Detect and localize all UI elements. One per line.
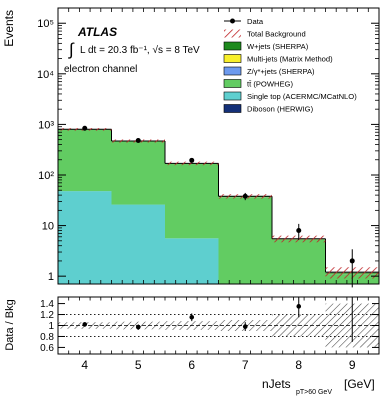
stack-bar-0-0 bbox=[58, 191, 112, 284]
ratio-point-0 bbox=[82, 322, 88, 327]
ratio-y-tick-label-2: 1 bbox=[48, 321, 54, 332]
y-tick-label-2: 10² bbox=[38, 170, 54, 182]
legend-label-4: Z/γ*+jets (SHERPA) bbox=[247, 67, 315, 76]
data-point-1 bbox=[135, 138, 141, 144]
ratio-point-3 bbox=[242, 324, 248, 329]
stack-bar-0-2 bbox=[165, 238, 219, 284]
data-points bbox=[82, 125, 355, 288]
ratio-frame bbox=[57, 296, 380, 355]
x-tick-label-4: 8 bbox=[295, 358, 302, 372]
ratio-point-1 bbox=[135, 324, 141, 330]
y-axis-label: Events bbox=[2, 10, 16, 47]
total-band-bin-2 bbox=[165, 161, 219, 166]
x-axis-label: nJets pT>60 GeV [GeV] bbox=[262, 377, 375, 396]
legend-swatch-1 bbox=[224, 29, 241, 38]
y-tick-label-4: 10⁴ bbox=[37, 69, 54, 81]
x-tick-label-3: 7 bbox=[242, 358, 249, 372]
x-axis-label-unit: [GeV] bbox=[344, 377, 375, 391]
main-frame bbox=[57, 7, 380, 285]
lumi-integral-sign: ∫ bbox=[68, 40, 75, 59]
legend-label-3: Multi-jets (Matrix Method) bbox=[247, 55, 333, 64]
y-tick-label-5: 10⁵ bbox=[37, 18, 54, 30]
stack-bar-1-2 bbox=[165, 163, 219, 239]
data-point-5 bbox=[349, 258, 355, 264]
x-tick-label-0: 4 bbox=[81, 358, 88, 372]
x-axis-label-sub: pT>60 GeV bbox=[296, 389, 332, 396]
legend-swatch-5 bbox=[223, 79, 242, 88]
stack-bar-1-1 bbox=[111, 141, 165, 205]
ratio-y-tick-label-0: 0.6 bbox=[40, 343, 54, 354]
ratio-point-2 bbox=[189, 314, 195, 320]
legend-label-7: Diboson (HERWIG) bbox=[247, 105, 314, 114]
legend-swatch-6 bbox=[223, 91, 242, 101]
data-point-4 bbox=[296, 227, 302, 233]
ratio-reference-lines bbox=[58, 314, 379, 337]
ratio-y-label: Data / Bkg bbox=[4, 299, 16, 350]
legend-label-0: Data bbox=[247, 17, 264, 26]
lumi-label: L dt = 20.3 fb⁻¹, √s = 8 TeV bbox=[80, 44, 200, 56]
x-tick-label-1: 5 bbox=[135, 358, 142, 372]
stack-bar-1-0 bbox=[58, 129, 112, 192]
stack-bar-1-3 bbox=[218, 197, 272, 284]
ratio-y-tick-label-1: 0.8 bbox=[40, 332, 54, 343]
y-tick-label-3: 10³ bbox=[38, 119, 54, 131]
ratio-y-tick-label-4: 1.4 bbox=[40, 299, 54, 310]
legend-marker-0 bbox=[230, 18, 235, 24]
legend-swatch-4 bbox=[223, 66, 242, 76]
y-tick-label-1: 10 bbox=[42, 221, 54, 233]
stack-bars bbox=[58, 128, 379, 284]
legend-label-2: W+jets (SHERPA) bbox=[247, 42, 309, 51]
stack-bar-0-1 bbox=[111, 204, 165, 284]
channel-label: electron channel bbox=[64, 64, 137, 75]
legend-swatch-3 bbox=[223, 54, 242, 63]
legend-label-5: tt̄ (POWHEG) bbox=[247, 80, 293, 89]
data-point-0 bbox=[82, 125, 88, 131]
legend-swatch-7 bbox=[223, 104, 242, 113]
x-axis-label-main: nJets bbox=[262, 377, 291, 391]
x-tick-label-5: 9 bbox=[349, 358, 356, 372]
data-point-3 bbox=[242, 193, 248, 199]
x-tick-label-2: 6 bbox=[188, 358, 195, 372]
legend: Data Total Background W+jets (SHERPA) Multi… bbox=[223, 17, 357, 114]
ratio-y-tick-label-3: 1.2 bbox=[40, 310, 54, 321]
ratio-point-4 bbox=[296, 304, 302, 309]
ratio-axes: 0.60.811.21.4 4 5 6 7 8 9 bbox=[40, 297, 380, 372]
atlas-annotation: ATLAS ∫ L dt = 20.3 fb⁻¹, √s = 8 TeV ele… bbox=[64, 25, 200, 75]
atlas-label: ATLAS bbox=[77, 25, 117, 39]
y-tick-label-0: 1 bbox=[48, 271, 54, 283]
data-point-2 bbox=[189, 157, 195, 163]
legend-swatch-2 bbox=[223, 41, 242, 51]
legend-label-1: Total Background bbox=[247, 30, 306, 39]
stack-bar-1-4 bbox=[272, 239, 326, 284]
ratio-points bbox=[82, 297, 353, 342]
legend-label-6: Single top (ACERMC/MCatNLO) bbox=[247, 92, 357, 101]
